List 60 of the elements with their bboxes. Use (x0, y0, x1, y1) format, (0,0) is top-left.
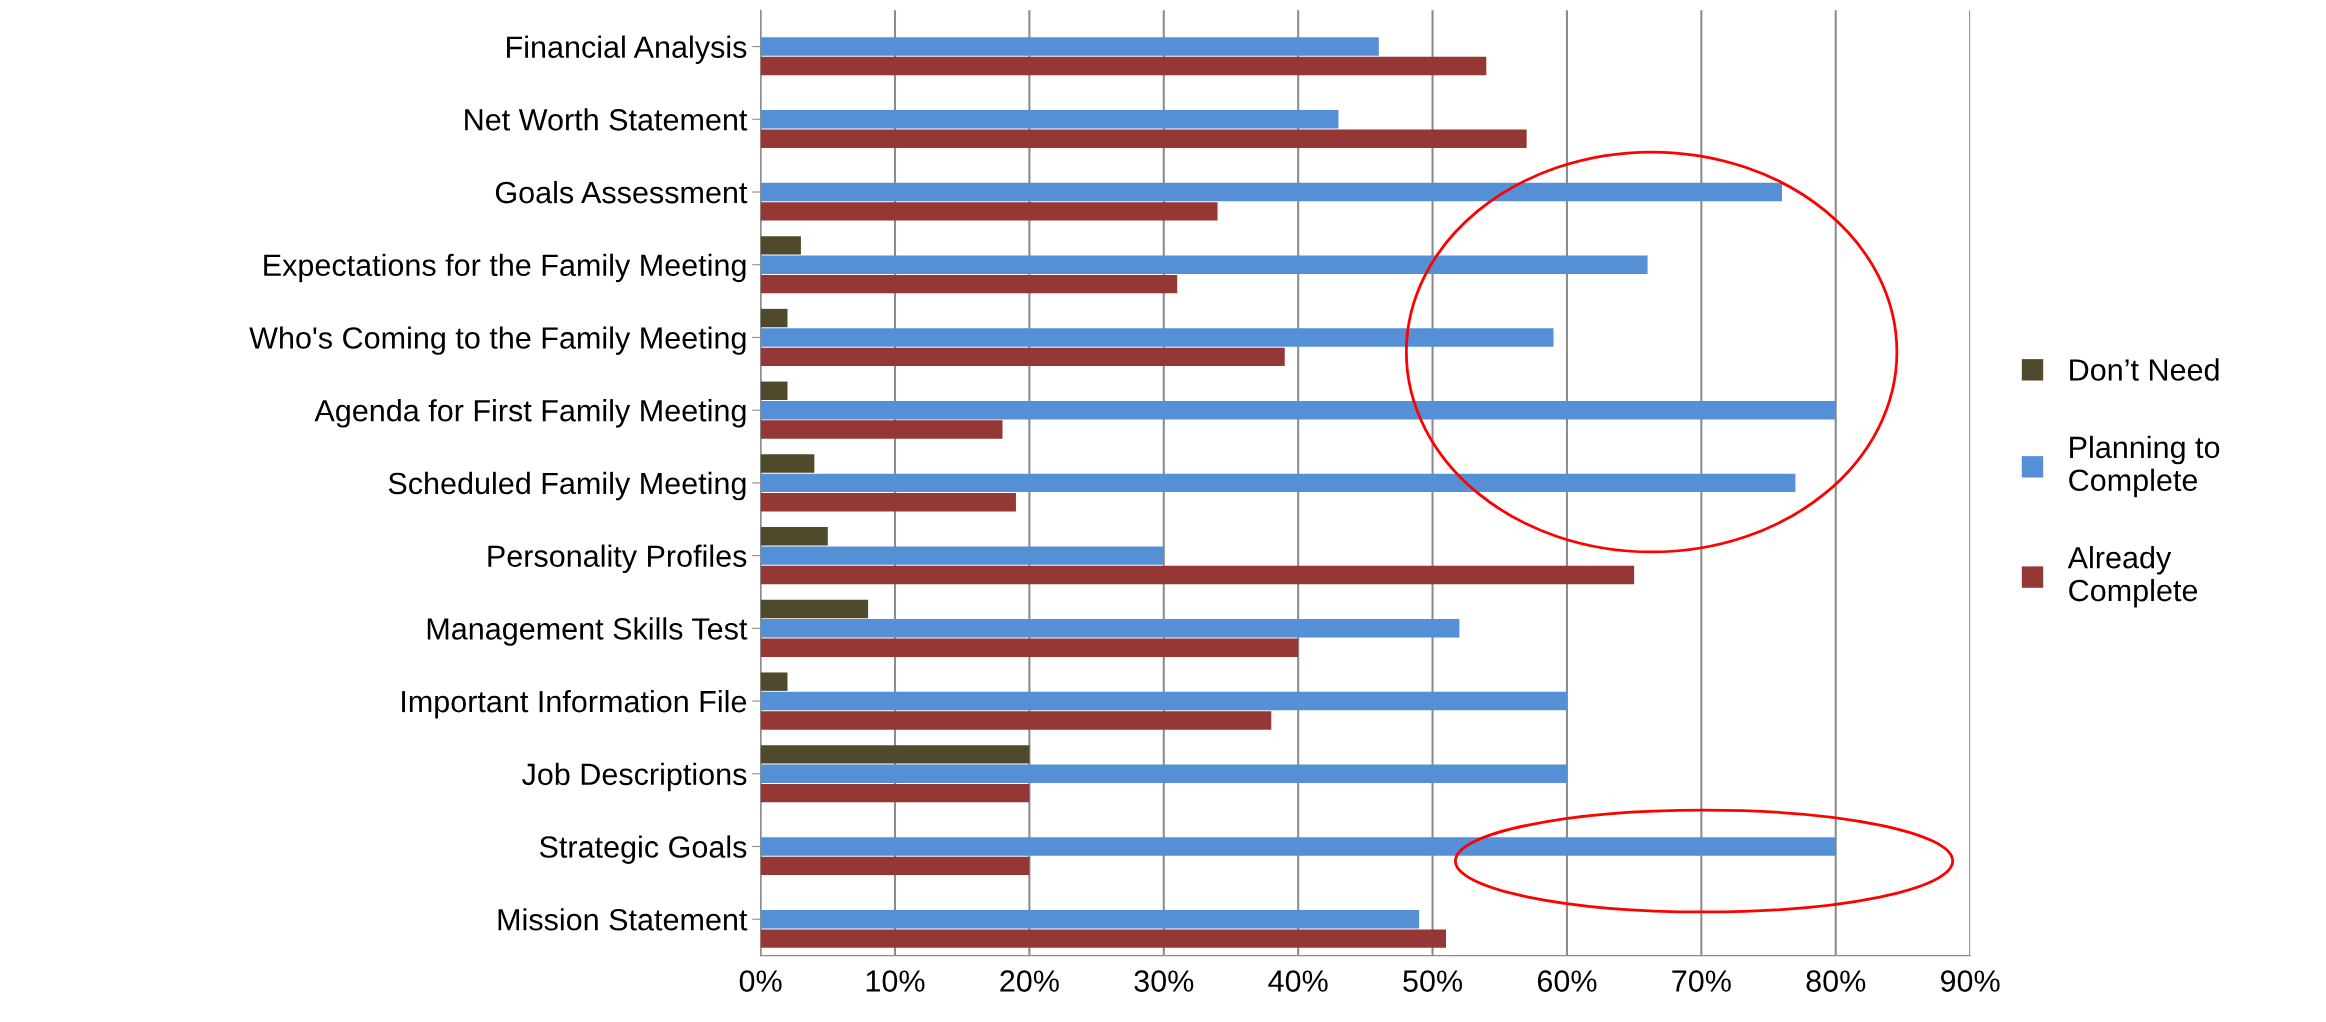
bar (760, 783, 1030, 803)
bar (760, 711, 1272, 730)
y-tick-label: Expectations for the Family Meeting (264, 253, 746, 283)
x-tick-label: 80% (1806, 970, 1866, 992)
legend-label: Already Complete (2067, 546, 2198, 608)
bar (760, 129, 1527, 148)
bar (760, 764, 1567, 783)
x-tick-label: 60% (1537, 970, 1597, 992)
bar (760, 202, 1218, 221)
bar (760, 691, 1567, 711)
bar (760, 255, 1648, 274)
bar (760, 599, 869, 619)
bar (760, 672, 788, 691)
bar (760, 546, 1164, 565)
bar (760, 381, 788, 400)
bar (760, 493, 1016, 512)
y-tick-label: Personality Profiles (488, 544, 747, 574)
bar (760, 182, 1782, 202)
bar (760, 527, 828, 546)
y-tick-label: Financial Analysis (507, 35, 747, 64)
bar (760, 638, 1299, 657)
x-tick-label: 0% (739, 970, 782, 992)
bar (760, 37, 1379, 56)
bar (760, 274, 1178, 294)
bar (760, 454, 815, 473)
bar (760, 473, 1796, 493)
y-tick-label: Job Descriptions (522, 762, 747, 792)
x-tick-label: 20% (1000, 970, 1059, 992)
bar (760, 745, 1030, 764)
legend-label: Planning to Complete (2069, 435, 2220, 498)
x-tick-label: 40% (1268, 970, 1328, 992)
y-tick-label: Management Skills Test (427, 617, 748, 646)
bar (760, 565, 1635, 585)
bar (760, 110, 1339, 129)
bar (760, 929, 1446, 948)
x-tick-label: 30% (1134, 970, 1194, 992)
bar (760, 619, 1460, 638)
y-tick-label: Goals Assessment (495, 180, 748, 204)
y-tick-label: Strategic Goals (539, 835, 747, 864)
legend-label: Don’t Need (2070, 358, 2219, 381)
bar (760, 400, 1836, 420)
x-tick-label: 10% (866, 970, 925, 992)
x-tick-label: 50% (1403, 970, 1463, 992)
bar (760, 420, 1003, 439)
x-tick-label: 70% (1672, 970, 1731, 992)
bar (760, 328, 1554, 347)
bar (760, 56, 1487, 76)
y-tick-label: Important Information File (402, 689, 747, 719)
bar (760, 308, 788, 328)
y-tick-label: Who's Coming to the Family Meeting (249, 326, 746, 355)
y-tick-label: Net Worth Statement (465, 108, 748, 131)
bar (760, 837, 1836, 856)
y-tick-label: Mission Statement (498, 908, 748, 931)
bar (760, 910, 1420, 929)
bar (760, 347, 1285, 367)
bar (760, 236, 801, 255)
y-tick-label: Agenda for First Family Meeting (314, 399, 746, 428)
bar (760, 856, 1030, 876)
y-tick-label: Scheduled Family Meeting (388, 471, 746, 501)
x-tick-label: 90% (1940, 970, 2000, 992)
